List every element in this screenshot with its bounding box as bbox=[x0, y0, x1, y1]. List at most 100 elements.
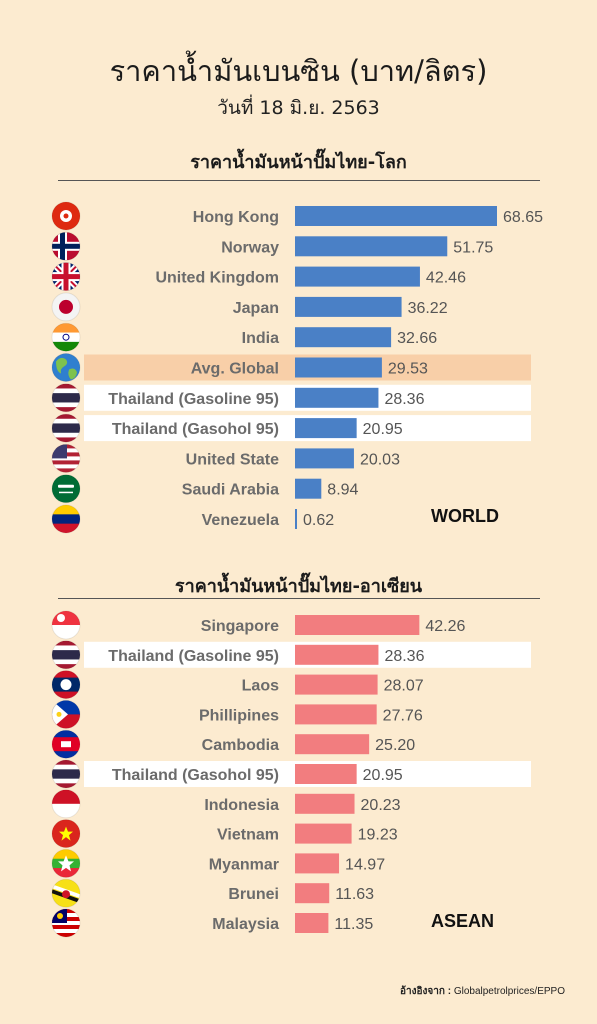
united-kingdom-flag-icon bbox=[51, 262, 81, 292]
asean-bar bbox=[295, 734, 370, 755]
asean-bar bbox=[295, 913, 329, 933]
world-bar bbox=[295, 236, 448, 257]
world-category-label: United State bbox=[186, 451, 279, 468]
world-bar bbox=[295, 387, 379, 408]
asean-category-label: Singapore bbox=[201, 618, 279, 635]
thailand-flag-icon bbox=[51, 413, 81, 443]
world-bar bbox=[295, 509, 297, 529]
asean-value-label: 27.76 bbox=[383, 707, 423, 724]
asean-category-label: Phillipines bbox=[199, 707, 279, 724]
world-value-label: 42.46 bbox=[426, 270, 466, 287]
world-bar bbox=[295, 418, 357, 439]
asean-section-title: ราคาน้ำมันหน้าปั๊มไทย-อาเซียน bbox=[174, 576, 423, 597]
world-value-label: 36.22 bbox=[408, 300, 448, 317]
india-flag-icon bbox=[51, 322, 81, 352]
philippines-flag-icon bbox=[51, 699, 81, 729]
source-note: อ้างอิงจาก : Globalpetrolprices/EPPO bbox=[400, 984, 565, 999]
malaysia-flag-icon bbox=[51, 908, 81, 938]
asean-category-label: Brunei bbox=[228, 886, 279, 903]
united-states-flag-icon bbox=[51, 443, 81, 473]
world-category-label: Avg. Global bbox=[191, 361, 279, 378]
indonesia-flag-icon bbox=[51, 789, 81, 819]
asean-tag: ASEAN bbox=[431, 911, 495, 931]
cambodia-flag-icon bbox=[51, 729, 81, 759]
world-bar bbox=[295, 327, 392, 348]
asean-value-label: 11.35 bbox=[334, 916, 373, 933]
world-value-label: 0.62 bbox=[303, 512, 334, 529]
world-bar bbox=[295, 357, 382, 378]
myanmar-flag-icon bbox=[51, 848, 81, 878]
page-subtitle: วันที่ 18 มิ.ย. 2563 bbox=[217, 97, 380, 119]
asean-value-label: 11.63 bbox=[335, 886, 374, 903]
world-value-label: 51.75 bbox=[453, 239, 493, 256]
thailand-flag-icon bbox=[51, 383, 81, 413]
norway-flag-icon bbox=[51, 231, 81, 261]
venezuela-flag-icon bbox=[51, 504, 81, 534]
thailand-flag-icon bbox=[51, 759, 81, 789]
world-value-label: 29.53 bbox=[388, 361, 428, 378]
asean-bar bbox=[295, 615, 420, 635]
brunei-flag-icon bbox=[51, 878, 81, 908]
world-bar bbox=[295, 296, 402, 317]
world-category-label: Norway bbox=[221, 239, 279, 256]
asean-value-label: 25.20 bbox=[375, 737, 415, 754]
asean-bar bbox=[295, 883, 330, 904]
asean-category-label: Thailand (Gasohol 95) bbox=[112, 767, 279, 784]
asean-bar bbox=[295, 853, 340, 874]
asean-value-label: 19.23 bbox=[358, 827, 398, 844]
asean-divider bbox=[58, 598, 540, 599]
asean-bar bbox=[295, 823, 352, 844]
asean-category-label: Laos bbox=[242, 678, 279, 695]
asean-bar bbox=[295, 704, 377, 725]
asean-value-label: 20.23 bbox=[361, 797, 401, 814]
world-category-label: Saudi Arabia bbox=[182, 482, 279, 499]
world-tag: WORLD bbox=[431, 506, 499, 526]
globe-icon bbox=[51, 353, 81, 382]
asean-category-label: Myanmar bbox=[209, 856, 279, 873]
asean-bar bbox=[295, 644, 379, 665]
world-category-label: Thailand (Gasoline 95) bbox=[108, 391, 279, 408]
japan-flag-icon bbox=[51, 292, 81, 322]
asean-value-label: 28.07 bbox=[384, 678, 424, 695]
asean-value-label: 20.95 bbox=[363, 767, 403, 784]
asean-value-label: 14.97 bbox=[345, 856, 385, 873]
world-value-label: 20.95 bbox=[363, 421, 403, 438]
page-title: ราคาน้ำมันเบนซิน (บาท/ลิตร) bbox=[109, 54, 488, 88]
world-bar bbox=[295, 478, 322, 499]
world-category-label: Thailand (Gasohol 95) bbox=[112, 421, 279, 438]
world-bar bbox=[295, 266, 420, 287]
asean-bar bbox=[295, 674, 378, 695]
world-value-label: 68.65 bbox=[503, 209, 543, 226]
thailand-flag-icon bbox=[51, 640, 81, 670]
asean-category-label: Indonesia bbox=[204, 797, 279, 814]
world-category-label: United Kingdom bbox=[155, 270, 279, 287]
asean-category-label: Vietnam bbox=[217, 827, 279, 844]
asean-category-label: Cambodia bbox=[202, 737, 279, 754]
world-value-label: 28.36 bbox=[384, 391, 424, 408]
world-category-label: Japan bbox=[233, 300, 279, 317]
world-category-label: Venezuela bbox=[202, 512, 279, 529]
world-chart: Hong Kong 68.65 Norway 51.75 United Kingdom 4… bbox=[51, 201, 543, 534]
world-divider bbox=[58, 180, 540, 181]
laos-flag-icon bbox=[51, 670, 81, 700]
asean-value-label: 28.36 bbox=[384, 648, 424, 665]
world-category-label: Hong Kong bbox=[193, 209, 279, 226]
asean-category-label: Thailand (Gasoline 95) bbox=[108, 648, 279, 665]
world-value-label: 8.94 bbox=[327, 482, 358, 499]
asean-bar bbox=[295, 764, 357, 784]
asean-value-label: 42.26 bbox=[425, 618, 465, 635]
world-section-title: ราคาน้ำมันหน้าปั๊มไทย-โลก bbox=[190, 152, 407, 173]
vietnam-flag-icon bbox=[51, 819, 81, 849]
asean-chart: Singapore 42.26 Thailand (Gasoline 95) 28.3… bbox=[51, 610, 531, 938]
source-text: Globalpetrolprices/EPPO bbox=[453, 986, 565, 997]
world-value-label: 32.66 bbox=[397, 330, 437, 347]
asean-category-label: Malaysia bbox=[212, 916, 279, 933]
source-label: อ้างอิงจาก : bbox=[400, 986, 452, 997]
singapore-flag-icon bbox=[51, 610, 81, 640]
world-category-label: India bbox=[242, 330, 279, 347]
asean-bar bbox=[295, 793, 355, 814]
world-value-label: 20.03 bbox=[360, 451, 400, 468]
hong-kong-flag-icon bbox=[51, 201, 81, 231]
world-bar bbox=[295, 448, 354, 469]
world-bar bbox=[295, 206, 497, 226]
